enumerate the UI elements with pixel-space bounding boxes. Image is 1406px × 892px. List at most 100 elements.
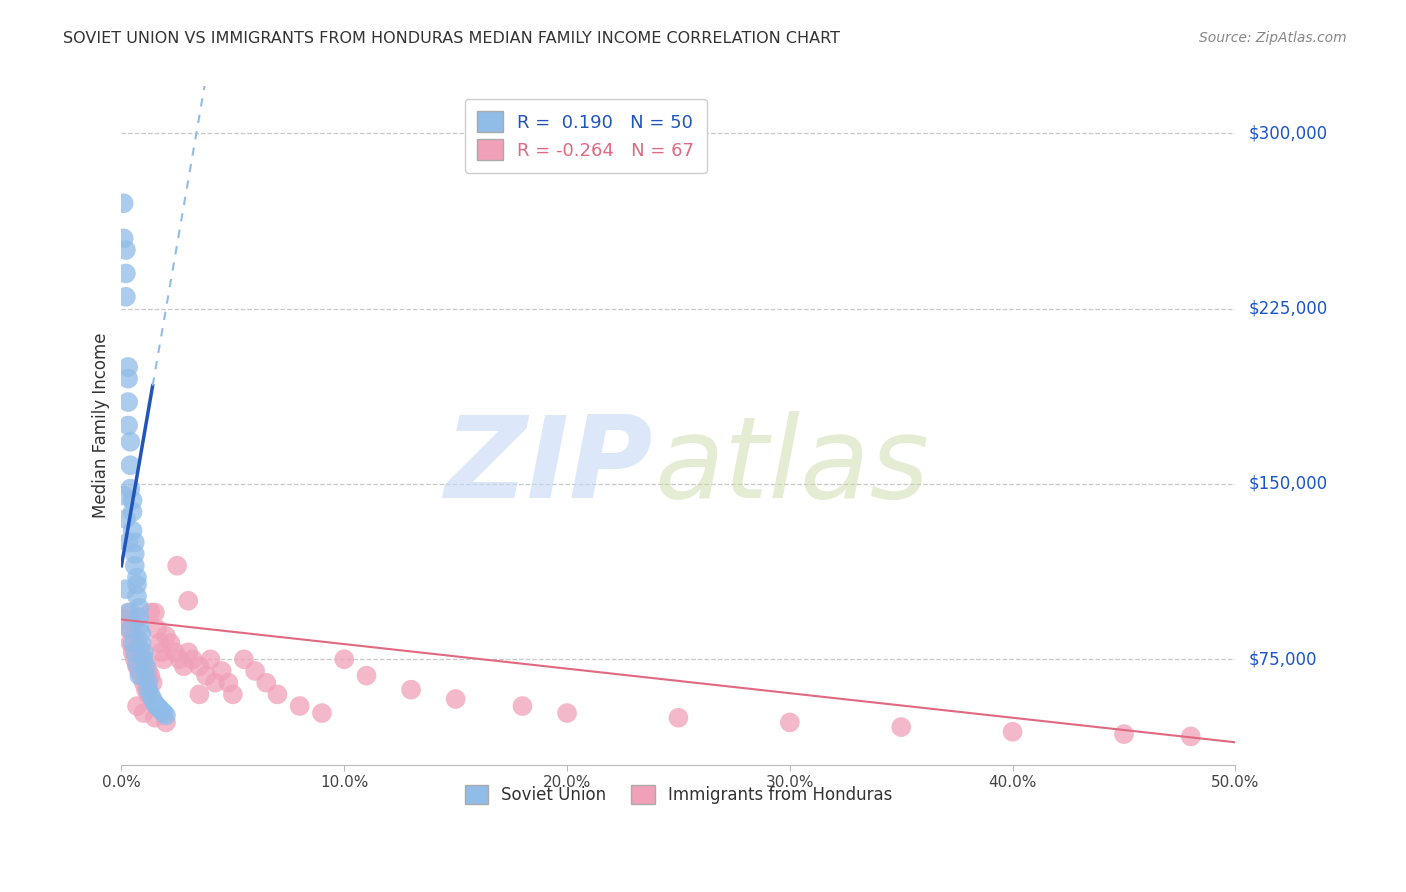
Point [142, 692, 165, 706]
Point [117, 622, 139, 636]
Point [143, 711, 166, 725]
Point [152, 652, 174, 666]
Point [188, 687, 211, 701]
Text: ZIP: ZIP [446, 410, 654, 522]
Point [125, 577, 148, 591]
Point [399, 682, 422, 697]
Point [139, 687, 162, 701]
Point [890, 720, 912, 734]
Point [128, 640, 150, 655]
Point [254, 675, 277, 690]
Point [136, 675, 159, 690]
Point [125, 699, 148, 714]
Point [120, 482, 142, 496]
Point [120, 636, 142, 650]
Point [112, 489, 135, 503]
Point [131, 626, 153, 640]
Point [136, 687, 159, 701]
Point [128, 619, 150, 633]
Point [356, 668, 378, 682]
Point [779, 715, 801, 730]
Point [124, 558, 146, 573]
Point [148, 701, 170, 715]
Legend: Soviet Union, Immigrants from Honduras: Soviet Union, Immigrants from Honduras [454, 774, 903, 814]
Point [124, 629, 146, 643]
Point [204, 675, 226, 690]
Text: $75,000: $75,000 [1249, 650, 1317, 668]
Point [159, 636, 181, 650]
Point [112, 231, 135, 245]
Point [132, 675, 155, 690]
Point [117, 372, 139, 386]
Point [117, 535, 139, 549]
Point [233, 652, 256, 666]
Point [128, 664, 150, 678]
Point [173, 659, 195, 673]
Point [1112, 727, 1135, 741]
Text: SOVIET UNION VS IMMIGRANTS FROM HONDURAS MEDIAN FAMILY INCOME CORRELATION CHART: SOVIET UNION VS IMMIGRANTS FROM HONDURAS… [63, 31, 841, 46]
Point [115, 512, 138, 526]
Point [120, 606, 142, 620]
Point [115, 243, 138, 257]
Text: $300,000: $300,000 [1249, 124, 1327, 142]
Point [124, 652, 146, 666]
Point [150, 704, 173, 718]
Point [121, 505, 143, 519]
Point [135, 659, 157, 673]
Point [169, 652, 191, 666]
Point [124, 547, 146, 561]
Point [200, 652, 222, 666]
Point [117, 395, 139, 409]
Point [124, 645, 146, 659]
Point [150, 645, 173, 659]
Point [155, 629, 177, 643]
Point [444, 692, 467, 706]
Point [148, 636, 170, 650]
Point [143, 697, 166, 711]
Point [132, 706, 155, 720]
Point [181, 652, 204, 666]
Point [211, 664, 233, 678]
Point [163, 645, 186, 659]
Point [152, 706, 174, 720]
Point [125, 589, 148, 603]
Point [188, 659, 211, 673]
Point [131, 636, 153, 650]
Point [121, 524, 143, 538]
Point [143, 606, 166, 620]
Point [131, 668, 153, 682]
Point [668, 711, 690, 725]
Point [120, 622, 142, 636]
Point [135, 682, 157, 697]
Point [121, 636, 143, 650]
Point [117, 606, 139, 620]
Point [120, 458, 142, 473]
Point [115, 582, 138, 596]
Point [177, 645, 200, 659]
Point [555, 706, 578, 720]
Point [139, 668, 162, 682]
Point [115, 613, 138, 627]
Point [512, 699, 534, 714]
Point [117, 418, 139, 433]
Point [146, 699, 169, 714]
Point [142, 675, 165, 690]
Point [125, 659, 148, 673]
Point [146, 622, 169, 636]
Point [333, 652, 356, 666]
Point [132, 652, 155, 666]
Point [128, 600, 150, 615]
Point [115, 267, 138, 281]
Point [155, 708, 177, 723]
Point [135, 668, 157, 682]
Point [128, 610, 150, 624]
Point [139, 606, 162, 620]
Text: Source: ZipAtlas.com: Source: ZipAtlas.com [1199, 31, 1347, 45]
Point [217, 675, 239, 690]
Y-axis label: Median Family Income: Median Family Income [93, 333, 110, 518]
Point [128, 668, 150, 682]
Point [266, 687, 288, 701]
Point [125, 636, 148, 650]
Point [125, 657, 148, 671]
Point [135, 659, 157, 673]
